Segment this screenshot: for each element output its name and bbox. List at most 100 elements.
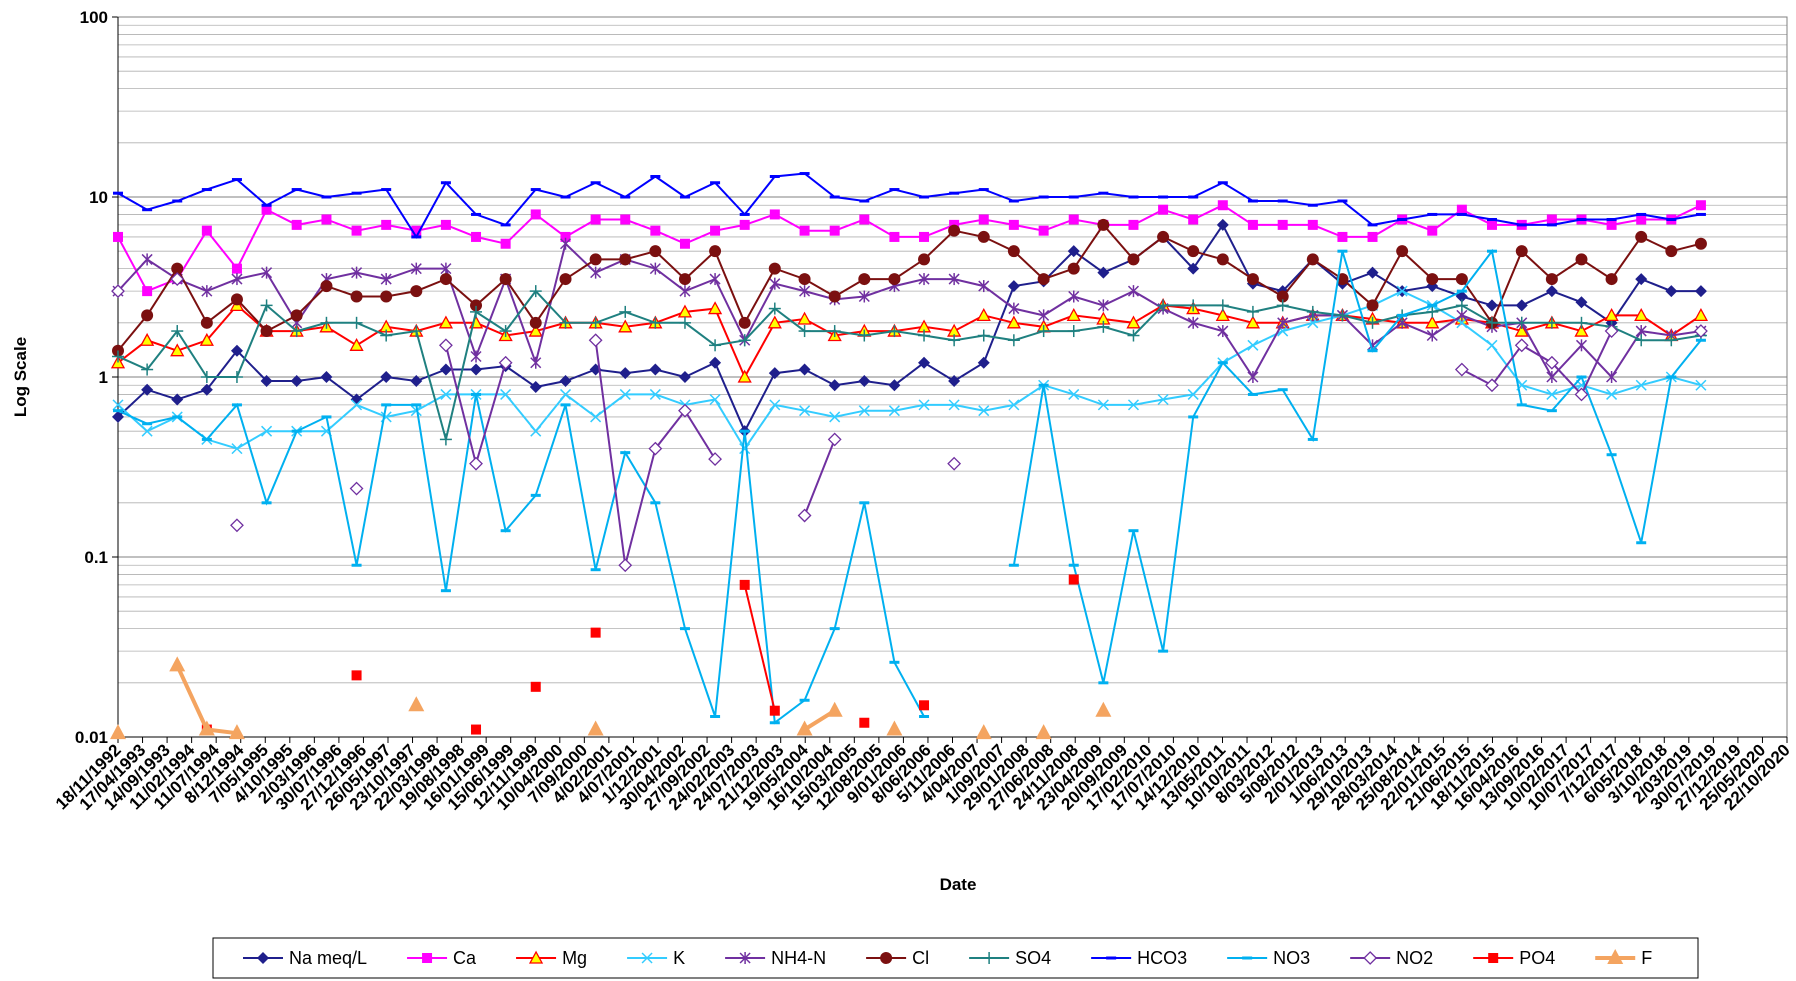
- marker: [1366, 316, 1379, 329]
- marker: [1097, 299, 1109, 312]
- marker: [918, 253, 931, 266]
- marker: [1606, 371, 1618, 383]
- marker: [198, 720, 215, 736]
- marker: [768, 302, 781, 315]
- marker: [1514, 323, 1529, 337]
- marker: [1068, 388, 1080, 400]
- marker: [1216, 218, 1229, 231]
- marker: [650, 225, 661, 236]
- marker: [470, 350, 482, 363]
- marker-stroke: [1187, 388, 1199, 400]
- marker: [829, 411, 841, 423]
- marker: [589, 363, 602, 376]
- marker: [1396, 245, 1409, 258]
- marker: [1067, 262, 1080, 275]
- marker: [261, 425, 273, 437]
- marker: [200, 316, 213, 329]
- legend-item: Mg: [516, 948, 587, 968]
- marker: [171, 393, 184, 406]
- marker: [886, 720, 903, 736]
- marker: [919, 700, 930, 711]
- marker: [1546, 371, 1558, 383]
- marker: [169, 656, 186, 672]
- marker: [201, 285, 213, 298]
- marker-stroke: [590, 411, 602, 423]
- marker: [767, 315, 782, 329]
- marker: [1485, 316, 1498, 329]
- marker: [439, 363, 452, 376]
- legend-label: NO2: [1396, 948, 1433, 968]
- marker: [1276, 290, 1289, 303]
- marker: [291, 219, 302, 230]
- marker: [707, 301, 723, 315]
- marker: [1037, 325, 1050, 338]
- legend-marker: [528, 950, 544, 964]
- marker: [1097, 266, 1110, 279]
- marker: [918, 399, 930, 411]
- marker: [321, 214, 332, 225]
- marker-stroke: [641, 952, 653, 964]
- legend-label: NO3: [1273, 948, 1310, 968]
- marker: [1216, 299, 1229, 312]
- legend-item: Ca: [407, 948, 477, 968]
- marker: [1008, 302, 1020, 315]
- marker: [1187, 262, 1200, 275]
- marker: [1008, 399, 1020, 411]
- marker: [796, 720, 813, 736]
- marker: [471, 231, 482, 242]
- marker: [1366, 299, 1379, 312]
- marker: [1367, 231, 1378, 242]
- marker: [1247, 339, 1259, 351]
- marker: [1544, 355, 1559, 370]
- marker: [679, 285, 691, 298]
- marker: [112, 399, 124, 411]
- legend-marker: [641, 952, 653, 964]
- series-line: [117, 289, 1702, 440]
- marker: [1126, 315, 1141, 329]
- marker: [919, 231, 930, 242]
- legend-label: Ca: [453, 948, 477, 968]
- marker: [738, 316, 751, 329]
- legend-item: NO3: [1227, 948, 1310, 968]
- marker: [500, 388, 512, 400]
- marker: [559, 375, 572, 388]
- marker: [827, 432, 842, 447]
- marker-stroke: [1606, 388, 1618, 400]
- marker: [1247, 371, 1259, 383]
- marker: [1128, 219, 1139, 230]
- marker-stroke: [231, 443, 243, 455]
- marker: [888, 273, 901, 286]
- marker: [320, 316, 333, 329]
- marker: [500, 238, 511, 249]
- marker: [798, 325, 811, 338]
- marker: [260, 375, 273, 388]
- marker: [559, 273, 572, 286]
- marker-stroke: [649, 388, 661, 400]
- marker: [738, 334, 751, 347]
- marker: [620, 214, 631, 225]
- marker: [768, 262, 781, 275]
- marker: [858, 290, 870, 303]
- marker: [1636, 214, 1647, 225]
- marker: [618, 319, 633, 333]
- marker: [438, 315, 454, 329]
- marker-stroke: [1008, 399, 1020, 411]
- marker: [1127, 399, 1140, 411]
- marker-stroke: [530, 425, 542, 437]
- marker: [1456, 204, 1467, 215]
- marker-stroke: [559, 388, 572, 400]
- marker: [1605, 273, 1618, 286]
- marker: [1127, 285, 1140, 298]
- marker: [201, 225, 212, 236]
- marker: [888, 405, 900, 417]
- marker-stroke: [1247, 339, 1259, 351]
- marker: [530, 425, 542, 437]
- marker: [1635, 273, 1648, 286]
- marker: [1187, 245, 1200, 258]
- marker: [590, 214, 601, 225]
- marker: [858, 273, 871, 286]
- legend-marker: [739, 952, 751, 964]
- marker: [799, 285, 811, 298]
